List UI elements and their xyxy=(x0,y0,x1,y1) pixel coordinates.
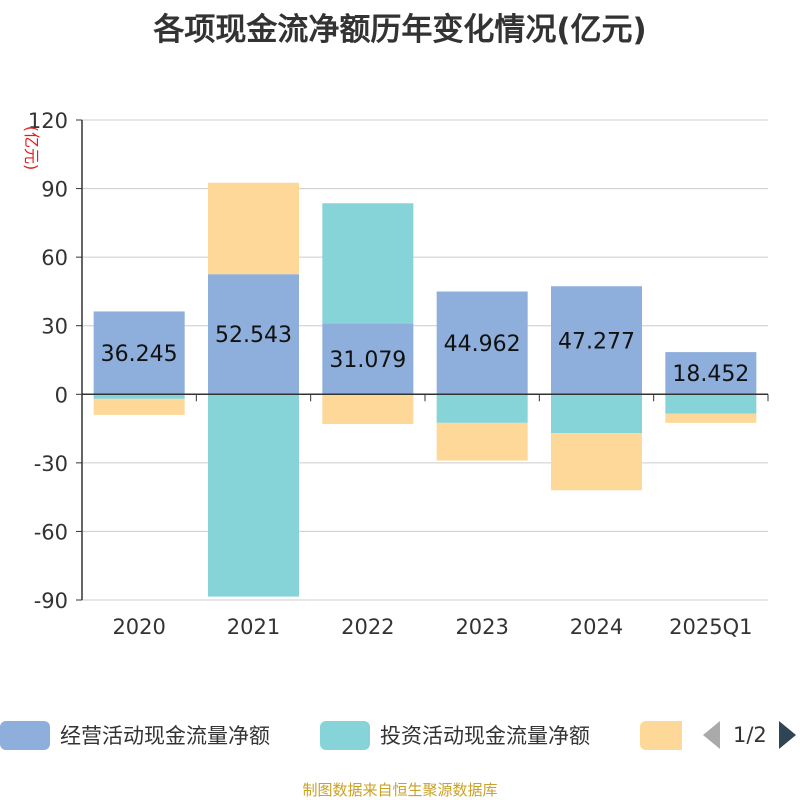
pager-prev-icon[interactable] xyxy=(703,721,720,749)
pager-page-indicator: 1/2 xyxy=(733,723,767,747)
bar-2023-series-0 xyxy=(436,291,528,395)
y-tick-label: 120 xyxy=(28,109,68,133)
data-label: 36.245 xyxy=(101,342,178,367)
legend: 经营活动现金流量净额 投资活动现金流量净额 1/2 xyxy=(0,718,800,752)
data-label: 44.962 xyxy=(444,332,521,357)
bar-2023-series-1 xyxy=(436,394,528,423)
bar-2020-series-0 xyxy=(93,311,185,395)
label-layer: 120 90 60 30 0 -30 -60 -90 (亿元) 36.245 2020 52.543 2… xyxy=(22,109,753,639)
legend-item-financing[interactable] xyxy=(640,718,692,752)
grid-layer xyxy=(82,119,768,601)
bar-2024-series-1 xyxy=(551,394,642,434)
x-tick-label: 2022 xyxy=(341,615,394,639)
x-tick-label: 2024 xyxy=(570,615,623,639)
x-tick-label: 2021 xyxy=(227,615,280,639)
bar-2025Q1-series-0 xyxy=(665,352,757,395)
bar-2024-series-0 xyxy=(551,286,642,395)
bar-2021-series-2 xyxy=(208,182,299,275)
source-note: 制图数据来自恒生聚源数据库 xyxy=(302,781,498,799)
bar-2023-series-2 xyxy=(436,422,528,461)
y-tick-label: -30 xyxy=(34,452,68,476)
bar-2025Q1-series-1 xyxy=(665,394,757,414)
pager-next-icon[interactable] xyxy=(778,721,796,749)
bar-2022-series-0 xyxy=(322,323,414,395)
x-tick-label: 2020 xyxy=(112,615,165,639)
bar-2024-series-2 xyxy=(551,433,642,491)
chart-title: 各项现金流净额历年变化情况(亿元) xyxy=(153,12,647,48)
y-tick-label: 30 xyxy=(41,315,68,339)
bar-2025Q1-series-2 xyxy=(665,413,757,423)
bar-2020-series-1 xyxy=(93,394,185,399)
axis-layer xyxy=(76,119,769,601)
legend-item-operating[interactable]: 经营活动现金流量净额 xyxy=(0,718,270,752)
legend-label-operating: 经营活动现金流量净额 xyxy=(60,724,270,748)
legend-pager: 1/2 xyxy=(700,718,800,752)
bar-2022-series-2 xyxy=(322,394,414,424)
x-tick-label: 2023 xyxy=(455,615,508,639)
x-tick-label: 2025Q1 xyxy=(669,615,752,639)
bar-2022-series-1 xyxy=(322,203,414,324)
y-tick-label: 60 xyxy=(41,246,68,270)
data-label: 52.543 xyxy=(215,323,292,348)
y-axis-label: (亿元) xyxy=(22,126,41,171)
data-label: 47.277 xyxy=(558,329,635,354)
y-tick-label: 0 xyxy=(55,383,68,407)
data-label: 31.079 xyxy=(329,348,406,373)
bar-2020-series-2 xyxy=(93,398,185,415)
y-tick-label: 90 xyxy=(41,178,68,202)
legend-swatch-investing xyxy=(320,720,370,750)
legend-swatch-operating xyxy=(0,720,50,750)
y-tick-label: -90 xyxy=(34,589,68,613)
bar-2021-series-1 xyxy=(208,394,299,597)
bar-2021-series-0 xyxy=(208,274,299,395)
legend-swatch-financing xyxy=(640,720,682,750)
y-tick-label: -60 xyxy=(34,520,68,544)
bar-layer xyxy=(93,182,757,597)
legend-label-investing: 投资活动现金流量净额 xyxy=(380,724,590,748)
legend-item-investing[interactable]: 投资活动现金流量净额 xyxy=(320,718,590,752)
data-label: 18.452 xyxy=(672,362,749,387)
